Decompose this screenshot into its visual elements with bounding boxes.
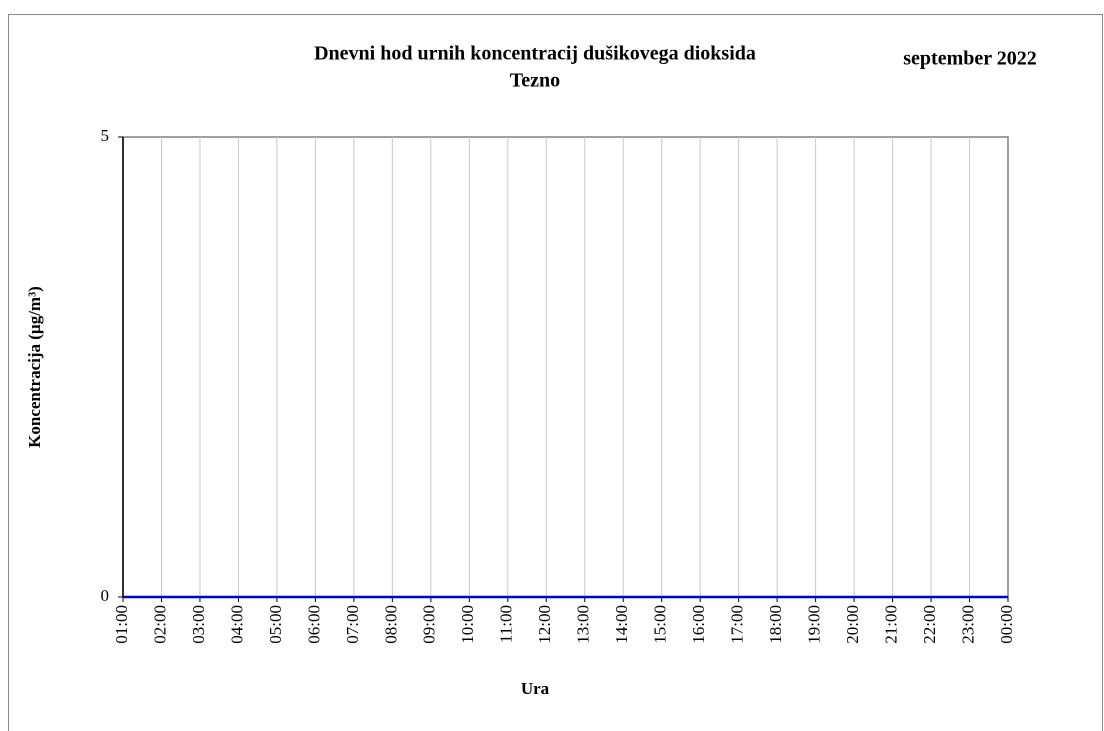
x-tick-label: 07:00 xyxy=(343,605,362,644)
x-tick-label: 11:00 xyxy=(497,605,516,643)
x-tick-label: 06:00 xyxy=(304,605,323,644)
x-tick-label: 02:00 xyxy=(150,605,169,644)
x-tick-label: 23:00 xyxy=(958,605,977,644)
x-tick-label: 16:00 xyxy=(689,605,708,644)
x-tick-label: 00:00 xyxy=(997,605,1016,644)
x-tick-label: 15:00 xyxy=(651,605,670,644)
chart-title: Dnevni hod urnih koncentracij dušikovega… xyxy=(314,43,756,65)
x-tick-label: 05:00 xyxy=(266,605,285,644)
x-tick-label: 20:00 xyxy=(843,605,862,644)
x-tick-label: 18:00 xyxy=(766,605,785,644)
x-tick-label: 08:00 xyxy=(381,605,400,644)
x-tick-label: 10:00 xyxy=(458,605,477,644)
x-tick-label: 14:00 xyxy=(612,605,631,644)
x-tick-label: 19:00 xyxy=(805,605,824,644)
x-tick-label: 12:00 xyxy=(535,605,554,644)
x-tick-label: 01:00 xyxy=(112,605,131,644)
x-tick-label: 03:00 xyxy=(189,605,208,644)
plot-area xyxy=(122,136,1009,598)
x-tick-label: 09:00 xyxy=(420,605,439,644)
x-axis-label: Ura xyxy=(521,679,550,698)
x-tick-label: 22:00 xyxy=(920,605,939,644)
y-tick-label: 5 xyxy=(101,126,110,145)
x-tick-label: 04:00 xyxy=(227,605,246,644)
x-tick-label: 21:00 xyxy=(881,605,900,644)
chart-subtitle: Tezno xyxy=(510,70,560,92)
x-tick-label: 17:00 xyxy=(728,605,747,644)
x-tick-label: 13:00 xyxy=(574,605,593,644)
annotation: september 2022 xyxy=(903,48,1037,70)
y-tick-label: 0 xyxy=(101,586,110,605)
y-axis-label: Koncentracija (µg/m³) xyxy=(25,286,44,448)
